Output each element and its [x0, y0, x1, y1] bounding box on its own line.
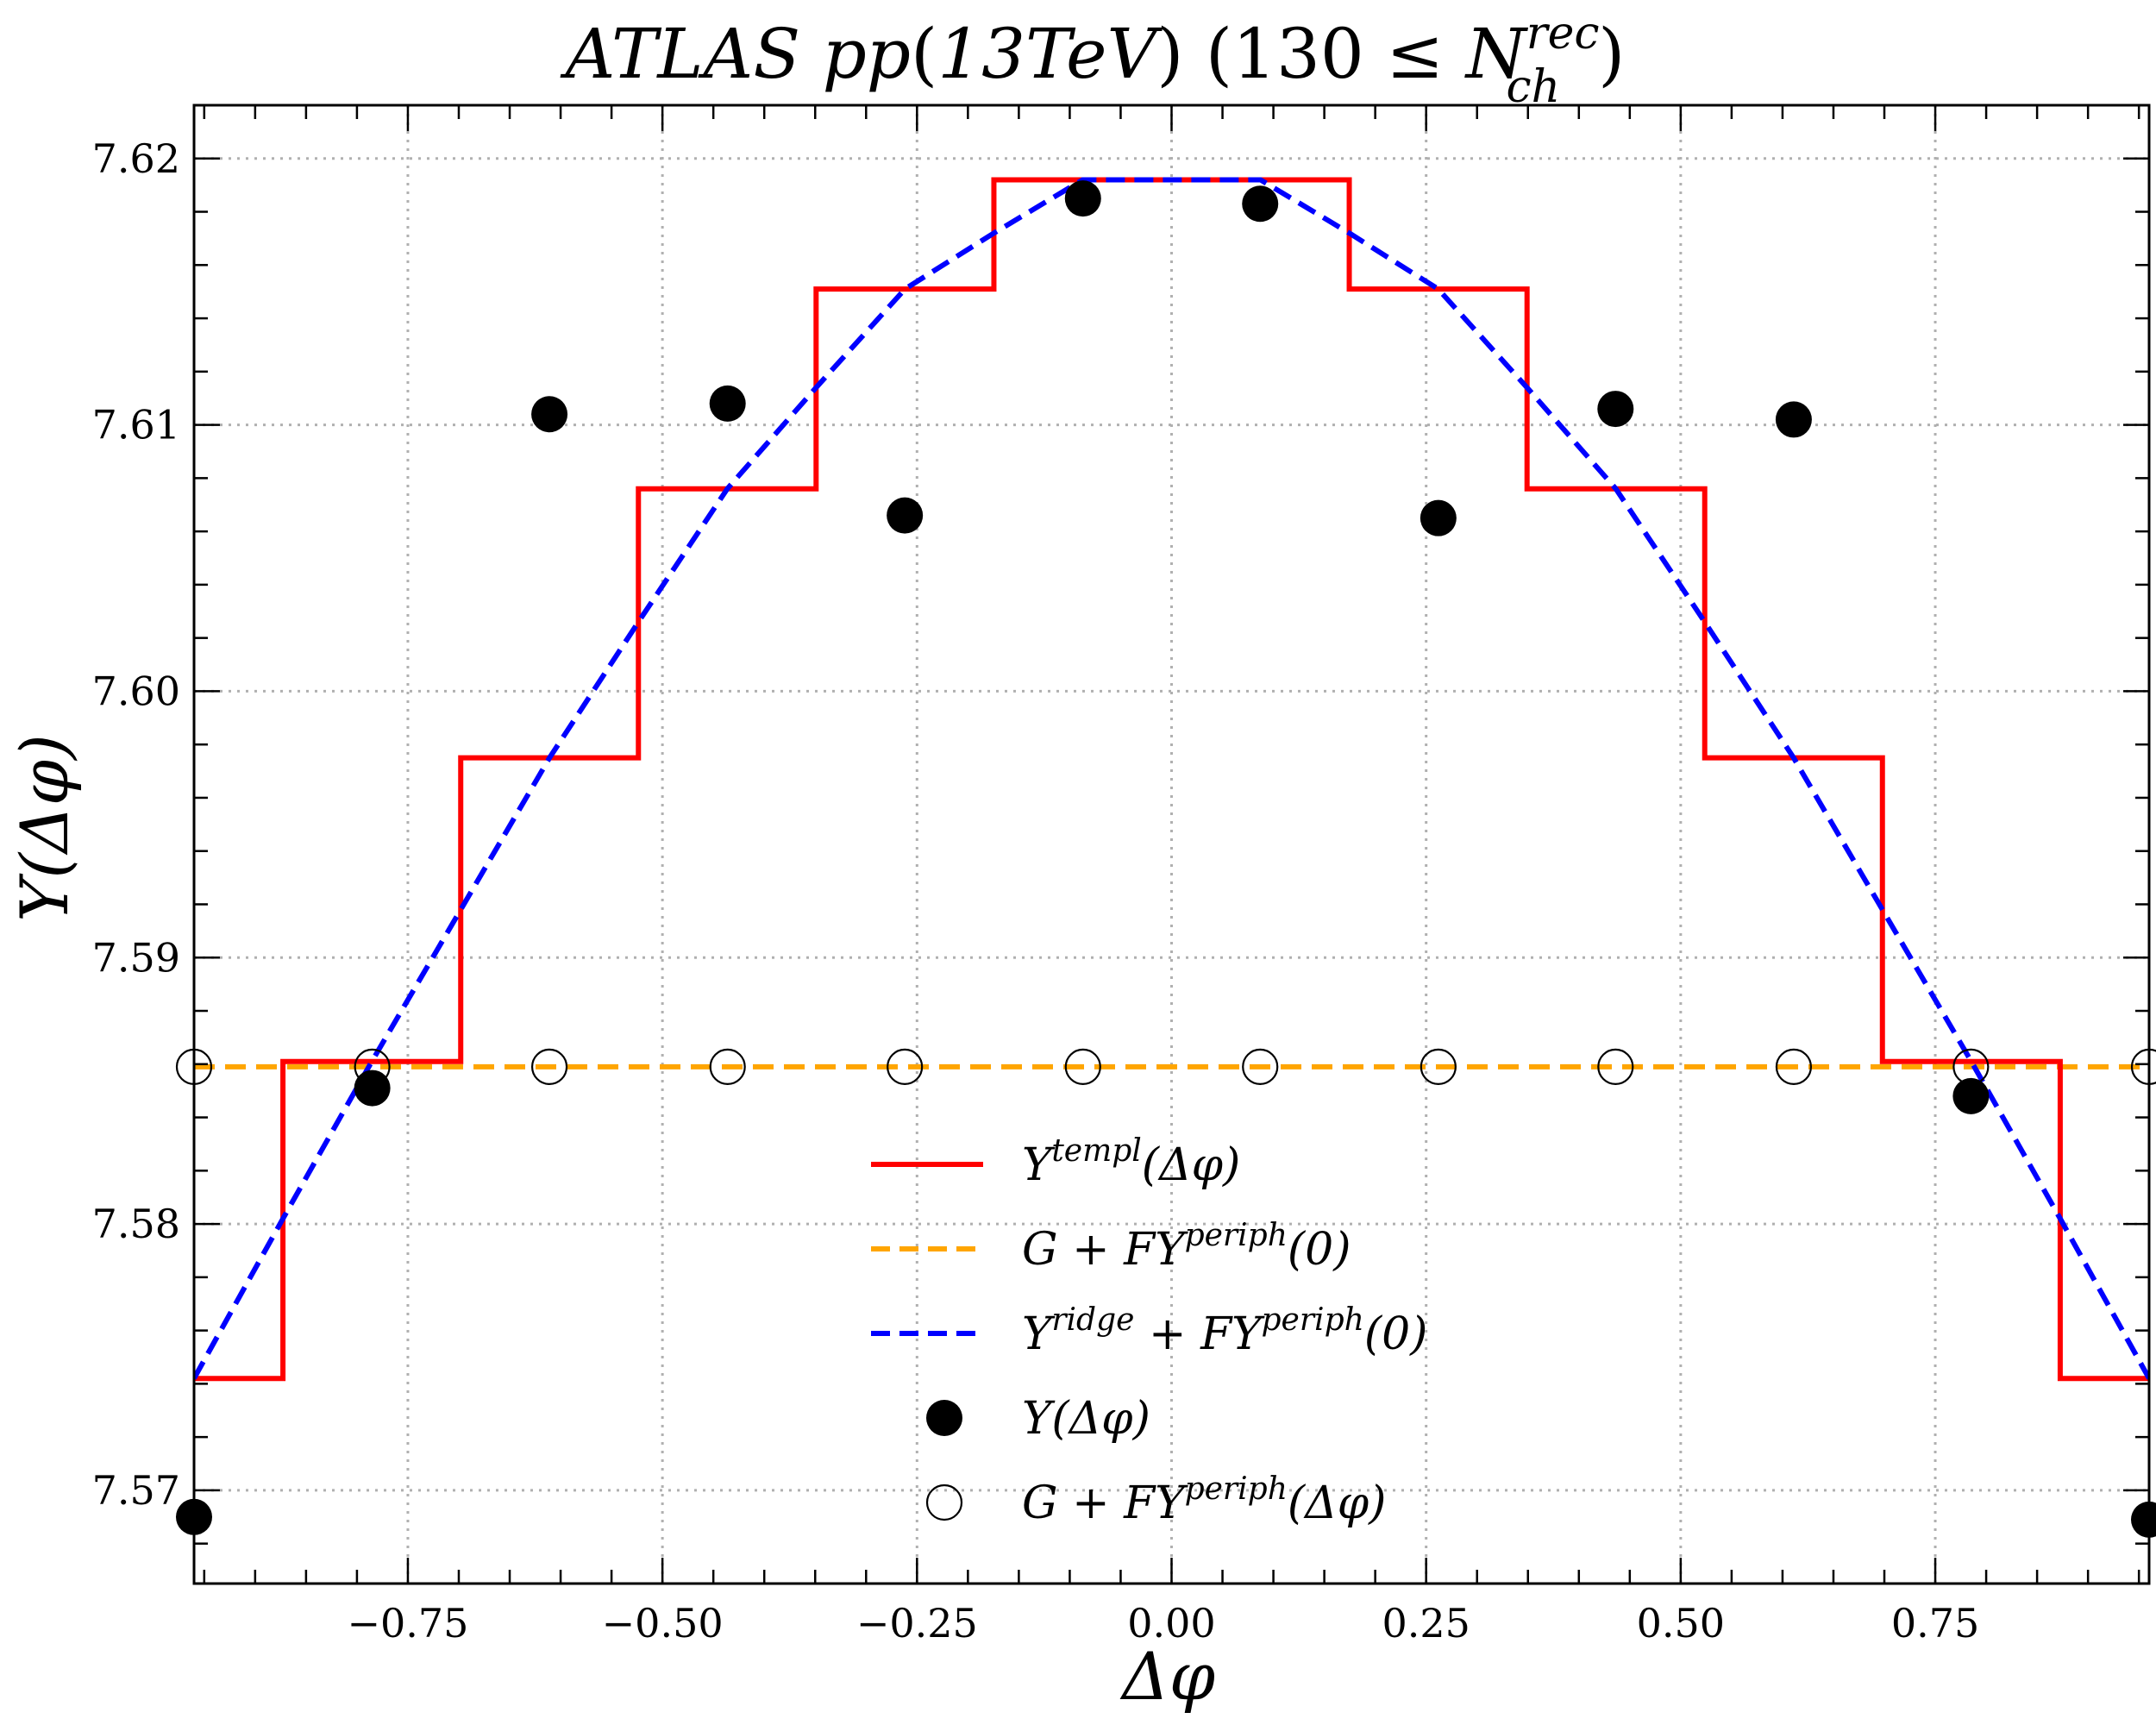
title-experiment: ATLAS: [560, 14, 800, 94]
title-system: pp: [823, 14, 911, 94]
x-tick-label: 0.50: [1637, 1600, 1725, 1647]
open-marker-point: [709, 1048, 746, 1085]
open-marker-point: [1597, 1048, 1634, 1085]
plot-area: −0.75 −0.50 −0.25 0.00 0.25 0.50 0.75 7.57 7.58 7…: [92, 104, 2156, 1647]
legend-entry-filled-markers-label: Y(Δφ): [1022, 1393, 1150, 1445]
open-marker-point: [1064, 1048, 1101, 1085]
data-point: [1775, 401, 1812, 438]
y-axis-label: Y(Δφ): [6, 734, 83, 922]
data-point: [709, 385, 746, 422]
legend-entry-hline-label: G + FYperiph(0): [1022, 1218, 1351, 1276]
open-marker-point: [530, 1048, 568, 1085]
y-tick-label: 7.57: [92, 1467, 180, 1514]
legend: Ytempl(Δφ) G + FYperiph(0) Yridge + FYperi…: [871, 1133, 1427, 1529]
legend-entry-filled-markers-swatch: [926, 1400, 962, 1436]
open-marker-point: [887, 1048, 924, 1085]
title-var-sup: rec: [1526, 8, 1600, 60]
legend-entry-open-markers-swatch: [925, 1484, 963, 1521]
series-ridge-curve: [194, 177, 2149, 1380]
x-tick-label: −0.25: [856, 1600, 978, 1647]
x-tick-label: 0.00: [1127, 1600, 1215, 1647]
y-tick-label: 7.59: [92, 934, 180, 981]
data-point: [354, 1070, 391, 1107]
legend-entry-dashed-curve-label: Yridge + FYperiph(0): [1022, 1302, 1427, 1360]
title-cut: 130: [1232, 14, 1364, 94]
y-tick-label: 7.61: [92, 402, 180, 448]
x-tick-label: 0.75: [1891, 1600, 1979, 1647]
x-tick-label: −0.75: [347, 1600, 468, 1647]
x-tick-label: 0.25: [1382, 1600, 1470, 1647]
title-variable: N: [1464, 14, 1529, 94]
legend-entry-step-label: Ytempl(Δφ): [1022, 1133, 1240, 1191]
x-axis-label: Δφ: [1119, 1638, 1215, 1715]
data-point: [1064, 180, 1101, 217]
ticks: [194, 104, 2149, 1584]
title-relation: ≤: [1386, 14, 1444, 94]
data-point: [1952, 1077, 1990, 1114]
legend-entry-open-markers-label: G + FYperiph(Δφ): [1022, 1471, 1386, 1529]
data-point: [1420, 499, 1457, 536]
x-tick-label: −0.50: [602, 1600, 724, 1647]
open-marker-point: [1420, 1048, 1457, 1085]
data-point: [531, 396, 568, 433]
data-point: [1242, 185, 1279, 223]
plot-content: [194, 177, 2149, 1382]
data-point: [1597, 391, 1634, 428]
y-tick-label: 7.62: [92, 135, 180, 182]
chart-title: ATLAS pp(13TeV) (130 ≤ Nrec ch): [560, 8, 1626, 113]
open-marker-point: [1242, 1048, 1279, 1085]
title-energy: 13TeV: [937, 14, 1163, 94]
y-tick-label: 7.58: [92, 1201, 180, 1247]
data-point: [887, 497, 924, 534]
open-marker-point: [1775, 1048, 1813, 1085]
y-tick-label: 7.60: [92, 668, 180, 714]
